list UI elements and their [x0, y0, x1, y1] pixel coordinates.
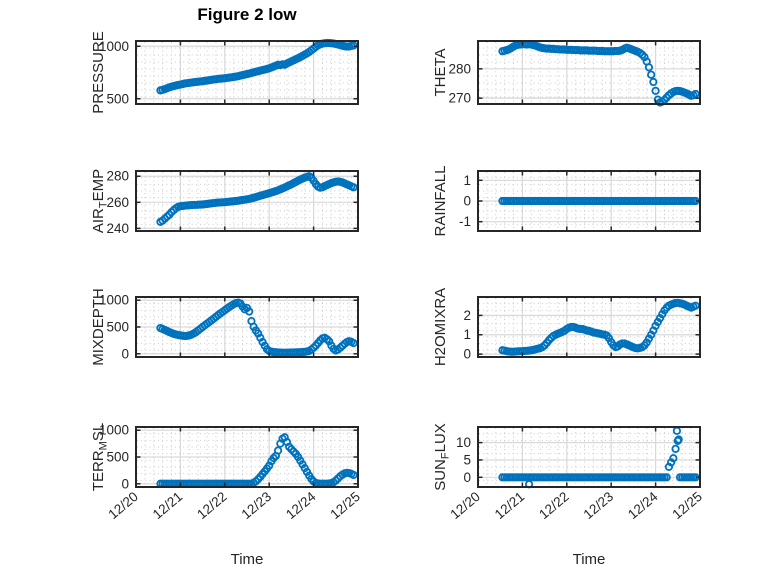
data-series-terr-msl: [156, 433, 358, 488]
ytick-label: 500: [106, 91, 129, 106]
data-series-theta: [498, 40, 700, 107]
ytick-label: 280: [448, 61, 471, 76]
ylabel-sun-flux: SUNFLUX: [432, 423, 452, 491]
tick-marks: [477, 297, 701, 357]
xtick-label: 12/22: [194, 489, 230, 522]
data-series-air-temp: [156, 172, 358, 226]
axes-box: [477, 296, 701, 358]
tick-marks: [135, 171, 359, 231]
ytick-label: 1000: [99, 293, 129, 308]
ylabel-mixdepth: MIXDEPTH: [90, 288, 107, 366]
major-grid: [137, 428, 357, 486]
xlabel-time-right: Time: [572, 551, 606, 568]
axes-box: [135, 40, 359, 105]
ytick-label: 1: [463, 327, 471, 342]
xtick-label: 12/20: [105, 489, 141, 522]
ytick-label: 5: [463, 452, 471, 467]
major-grid: [479, 172, 699, 230]
ytick-label: 0: [463, 347, 471, 362]
axes-box: [477, 426, 701, 488]
data-series-rainfall: [498, 196, 700, 206]
major-grid: [479, 428, 699, 486]
ytick-label: 1: [463, 173, 471, 188]
ytick-label: 500: [106, 320, 129, 335]
tick-marks: [135, 297, 359, 357]
ylabel-rainfall: RAINFALL: [432, 166, 449, 237]
ytick-label: 500: [106, 450, 129, 465]
ytick-label: 280: [106, 169, 129, 184]
ytick-label: 240: [106, 221, 129, 236]
ylabel-terr-msl: TERRMSL: [90, 423, 110, 491]
axes-box: [135, 170, 359, 232]
ytick-label: 0: [463, 470, 471, 485]
ytick-label: 260: [106, 195, 129, 210]
ylabel-pressure: PRESSURE: [90, 31, 107, 114]
xtick-label: 12/25: [669, 489, 705, 522]
data-series-pressure: [156, 38, 358, 95]
axes-box: [477, 40, 701, 105]
figure-title: Figure 2 low: [197, 5, 297, 24]
ytick-label: 1000: [99, 39, 129, 54]
ytick-label: 1000: [99, 423, 129, 438]
xtick-label: 12/24: [625, 489, 661, 523]
subplot-rainfall: -1 0 1 RAINFALL: [432, 166, 701, 237]
tick-marks: [135, 41, 359, 104]
ytick-label: 270: [448, 91, 471, 106]
ytick-label: -1: [459, 214, 471, 229]
ylabel-theta: THETA: [432, 48, 449, 96]
xtick-label: 12/23: [239, 489, 275, 522]
data-series-sun-flux: [498, 426, 700, 489]
xtick-label: 12/22: [536, 489, 572, 522]
ytick-label: 2: [463, 308, 471, 323]
xtick-label: 12/23: [581, 489, 617, 522]
tick-marks: [477, 171, 701, 231]
data-series-mixdepth: [156, 298, 358, 357]
ylabel-air-temp: AIRTEMP: [90, 169, 110, 233]
data-series-h2omixra: [498, 298, 700, 356]
xtick-label: 12/21: [492, 489, 528, 522]
ytick-label: 0: [121, 476, 129, 491]
minor-grid: [137, 42, 357, 103]
xtick-label: 12/21: [150, 489, 186, 522]
tick-marks: [135, 427, 359, 487]
xlabel-time-left: Time: [230, 551, 264, 568]
xtick-label: 12/24: [283, 489, 319, 523]
xtick-label: 12/25: [327, 489, 363, 522]
ytick-label: 0: [121, 346, 129, 361]
ylabel-h2omixra: H2OMIXRA: [432, 288, 449, 366]
subplot-h2omixra: 0 1 2 H2OMIXRA: [432, 288, 701, 366]
tick-marks: [477, 427, 701, 487]
ytick-label: 0: [463, 194, 471, 209]
tick-marks: [477, 41, 701, 104]
ytick-label: 10: [456, 435, 471, 450]
xtick-label: 12/20: [447, 489, 483, 522]
